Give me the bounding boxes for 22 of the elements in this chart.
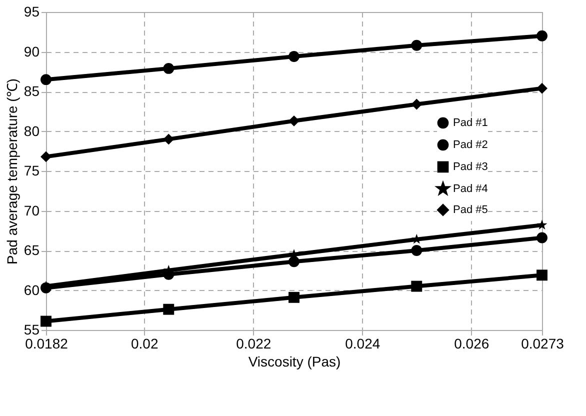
x-tick-label: 0.026 — [454, 336, 490, 352]
y-tick-label: 80 — [24, 122, 40, 139]
legend-label: Pad #4 — [453, 182, 488, 195]
y-axis-title: Pad average temperature (℃) — [4, 78, 20, 264]
y-tick-label: 85 — [24, 83, 40, 99]
x-tick-label: 0.02 — [130, 336, 158, 352]
x-axis-title: Viscosity (Pas) — [248, 354, 341, 370]
x-tick-label: 0.0273 — [521, 336, 564, 352]
y-tick-label: 55 — [24, 322, 40, 338]
legend-label: Pad #1 — [453, 116, 488, 129]
y-tick-label: 60 — [24, 282, 40, 298]
x-tick-label: 0.022 — [236, 336, 272, 352]
y-tick-label: 70 — [24, 202, 40, 218]
x-tick-label: 0.0182 — [25, 336, 68, 352]
y-tick-label: 95 — [24, 4, 40, 20]
legend-label: Pad #2 — [453, 138, 488, 151]
y-tick-label: 75 — [24, 162, 40, 178]
y-tick-label: 65 — [24, 242, 40, 258]
legend-label: Pad #5 — [453, 204, 488, 216]
y-tick-label: 90 — [24, 43, 40, 60]
legend-label: Pad #3 — [453, 160, 488, 173]
x-tick-label: 0.024 — [345, 336, 380, 352]
